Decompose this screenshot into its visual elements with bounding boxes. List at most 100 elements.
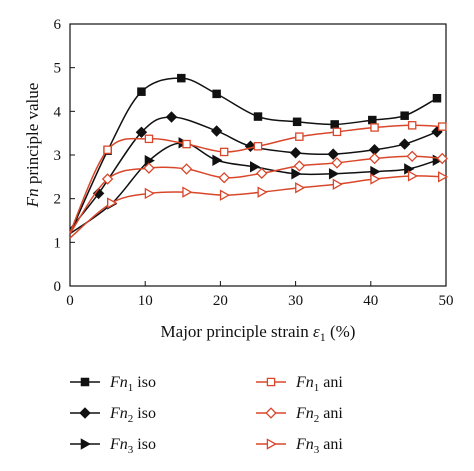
data-point	[331, 157, 343, 169]
legend-entry: Fn1 ani	[256, 374, 343, 394]
data-point	[368, 115, 377, 125]
legend-label: Fn3 ani	[295, 436, 343, 456]
series-2	[69, 111, 443, 230]
series-line	[69, 142, 438, 235]
data-point	[210, 125, 223, 137]
legend-marker	[266, 438, 277, 450]
series-1	[69, 73, 442, 234]
series-4	[69, 121, 447, 234]
data-point	[400, 111, 409, 120]
legend-marker	[80, 438, 91, 450]
data-point	[398, 138, 411, 150]
y-tick-label: 2	[54, 192, 62, 208]
legend-marker	[265, 407, 277, 419]
series-line	[69, 77, 438, 234]
plot-axes	[69, 23, 447, 287]
data-point	[180, 163, 193, 175]
data-point	[407, 170, 419, 182]
data-point	[137, 87, 146, 96]
legend-marker	[79, 407, 91, 419]
legend: Fn1 iso Fn2 iso Fn3 iso Fn1 ani Fn2 ani Fn3 a…	[70, 374, 343, 456]
y-tick-label: 3	[54, 148, 62, 164]
series-line	[69, 124, 443, 234]
data-point	[219, 189, 231, 201]
legend-label: Fn1 iso	[109, 374, 156, 394]
data-point	[92, 187, 105, 200]
data-point	[295, 182, 306, 194]
y-tick-label: 1	[54, 235, 62, 251]
data-point	[107, 197, 118, 209]
legend-entry: Fn2 iso	[70, 405, 156, 425]
tick-label-layer: 0 10 20 30 40 50 0 1 2 3 4 5 6	[54, 17, 454, 309]
data-point	[437, 171, 449, 183]
data-point	[291, 168, 302, 180]
data-point	[253, 142, 263, 151]
data-point	[103, 145, 112, 155]
y-tick-label: 4	[54, 104, 62, 120]
x-tick-label: 40	[363, 293, 378, 309]
data-point	[144, 187, 155, 200]
data-point	[432, 93, 442, 103]
data-point	[165, 111, 178, 123]
data-point	[143, 162, 155, 174]
data-point	[295, 132, 304, 141]
data-point	[101, 173, 114, 185]
x-tick-label: 0	[66, 293, 74, 309]
y-tick-label: 5	[54, 61, 62, 77]
legend-label: Fn2 iso	[109, 405, 156, 425]
data-point	[292, 117, 302, 127]
data-point	[293, 160, 306, 172]
data-point	[253, 112, 263, 121]
data-point	[437, 122, 447, 131]
data-point	[332, 127, 342, 137]
data-point	[370, 173, 381, 185]
data-point	[368, 152, 381, 165]
series-layer	[69, 73, 449, 239]
data-point	[135, 126, 148, 139]
series-line	[69, 175, 443, 239]
series-line	[69, 116, 438, 230]
data-point	[249, 161, 261, 173]
y-axis-title: Fn principle value	[23, 83, 42, 209]
data-point	[212, 154, 223, 166]
data-point	[212, 89, 221, 99]
data-point	[370, 165, 381, 178]
data-point	[407, 121, 417, 130]
data-point	[218, 171, 230, 184]
series-6	[69, 170, 449, 239]
data-point	[332, 178, 343, 190]
legend-entry: Fn3 ani	[256, 436, 343, 456]
plot-frame	[69, 23, 447, 287]
data-point	[406, 150, 418, 163]
data-point	[257, 186, 268, 198]
legend-marker	[80, 377, 90, 387]
y-tick-label: 0	[54, 279, 62, 295]
data-point	[182, 139, 191, 149]
data-point	[177, 73, 186, 83]
legend-marker	[266, 377, 276, 387]
data-point	[182, 186, 193, 198]
x-tick-label: 30	[288, 293, 303, 309]
data-point	[436, 152, 448, 165]
data-point	[144, 134, 154, 144]
data-point	[330, 120, 339, 129]
y-tick-label: 6	[54, 17, 62, 33]
x-axis-title: Major principle strain ε1 (%)	[161, 322, 356, 344]
legend-label: Fn1 ani	[295, 374, 343, 394]
legend-entry: Fn1 iso	[70, 374, 156, 394]
data-point	[256, 167, 268, 180]
data-point	[328, 168, 340, 180]
data-point	[289, 147, 302, 159]
legend-label: Fn2 ani	[295, 405, 343, 425]
series-5	[69, 150, 448, 235]
legend-label: Fn3 iso	[109, 436, 156, 456]
data-point	[219, 147, 229, 157]
data-point	[370, 123, 379, 132]
x-tick-label: 20	[213, 293, 228, 309]
data-point	[327, 148, 339, 160]
legend-entry: Fn2 ani	[256, 405, 343, 425]
legend-entry: Fn3 iso	[70, 436, 156, 456]
x-tick-label: 50	[439, 293, 454, 309]
x-tick-label: 10	[138, 293, 153, 309]
